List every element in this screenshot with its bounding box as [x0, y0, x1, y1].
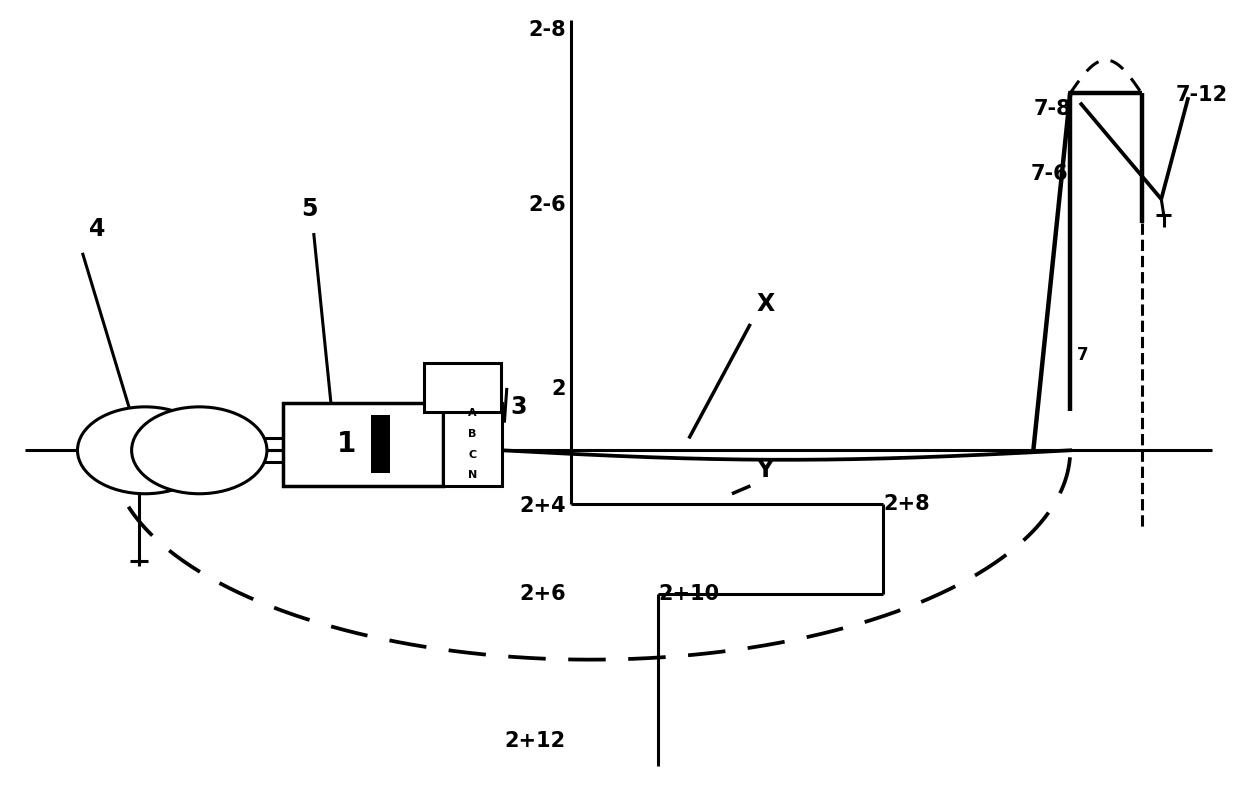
Text: 5: 5	[301, 198, 317, 221]
Text: A: A	[467, 408, 476, 418]
Text: 2: 2	[552, 378, 565, 399]
Text: 7-6: 7-6	[1030, 164, 1069, 184]
Text: 3: 3	[511, 395, 527, 419]
Text: 7-8: 7-8	[1033, 99, 1071, 119]
Text: 1: 1	[337, 431, 357, 458]
Text: 4: 4	[88, 217, 105, 241]
Text: C: C	[469, 450, 476, 460]
Text: B: B	[469, 429, 476, 439]
Text: 2+4: 2+4	[520, 495, 565, 516]
Bar	[283, 403, 443, 486]
Bar	[371, 416, 391, 473]
Text: X: X	[756, 292, 775, 316]
Circle shape	[78, 407, 213, 494]
Text: 7: 7	[1076, 347, 1087, 364]
Text: Y: Y	[756, 458, 774, 482]
Text: 2+8: 2+8	[883, 494, 930, 514]
Text: N: N	[467, 471, 477, 480]
Text: 2-8: 2-8	[528, 20, 565, 40]
Text: 2-6: 2-6	[528, 195, 565, 216]
Text: 2+10: 2+10	[658, 584, 719, 604]
Bar	[443, 403, 502, 486]
Bar	[424, 363, 501, 412]
Text: 2+6: 2+6	[520, 584, 565, 604]
Circle shape	[131, 407, 267, 494]
Text: 2+12: 2+12	[505, 731, 565, 751]
Text: 7-12: 7-12	[1176, 85, 1228, 105]
